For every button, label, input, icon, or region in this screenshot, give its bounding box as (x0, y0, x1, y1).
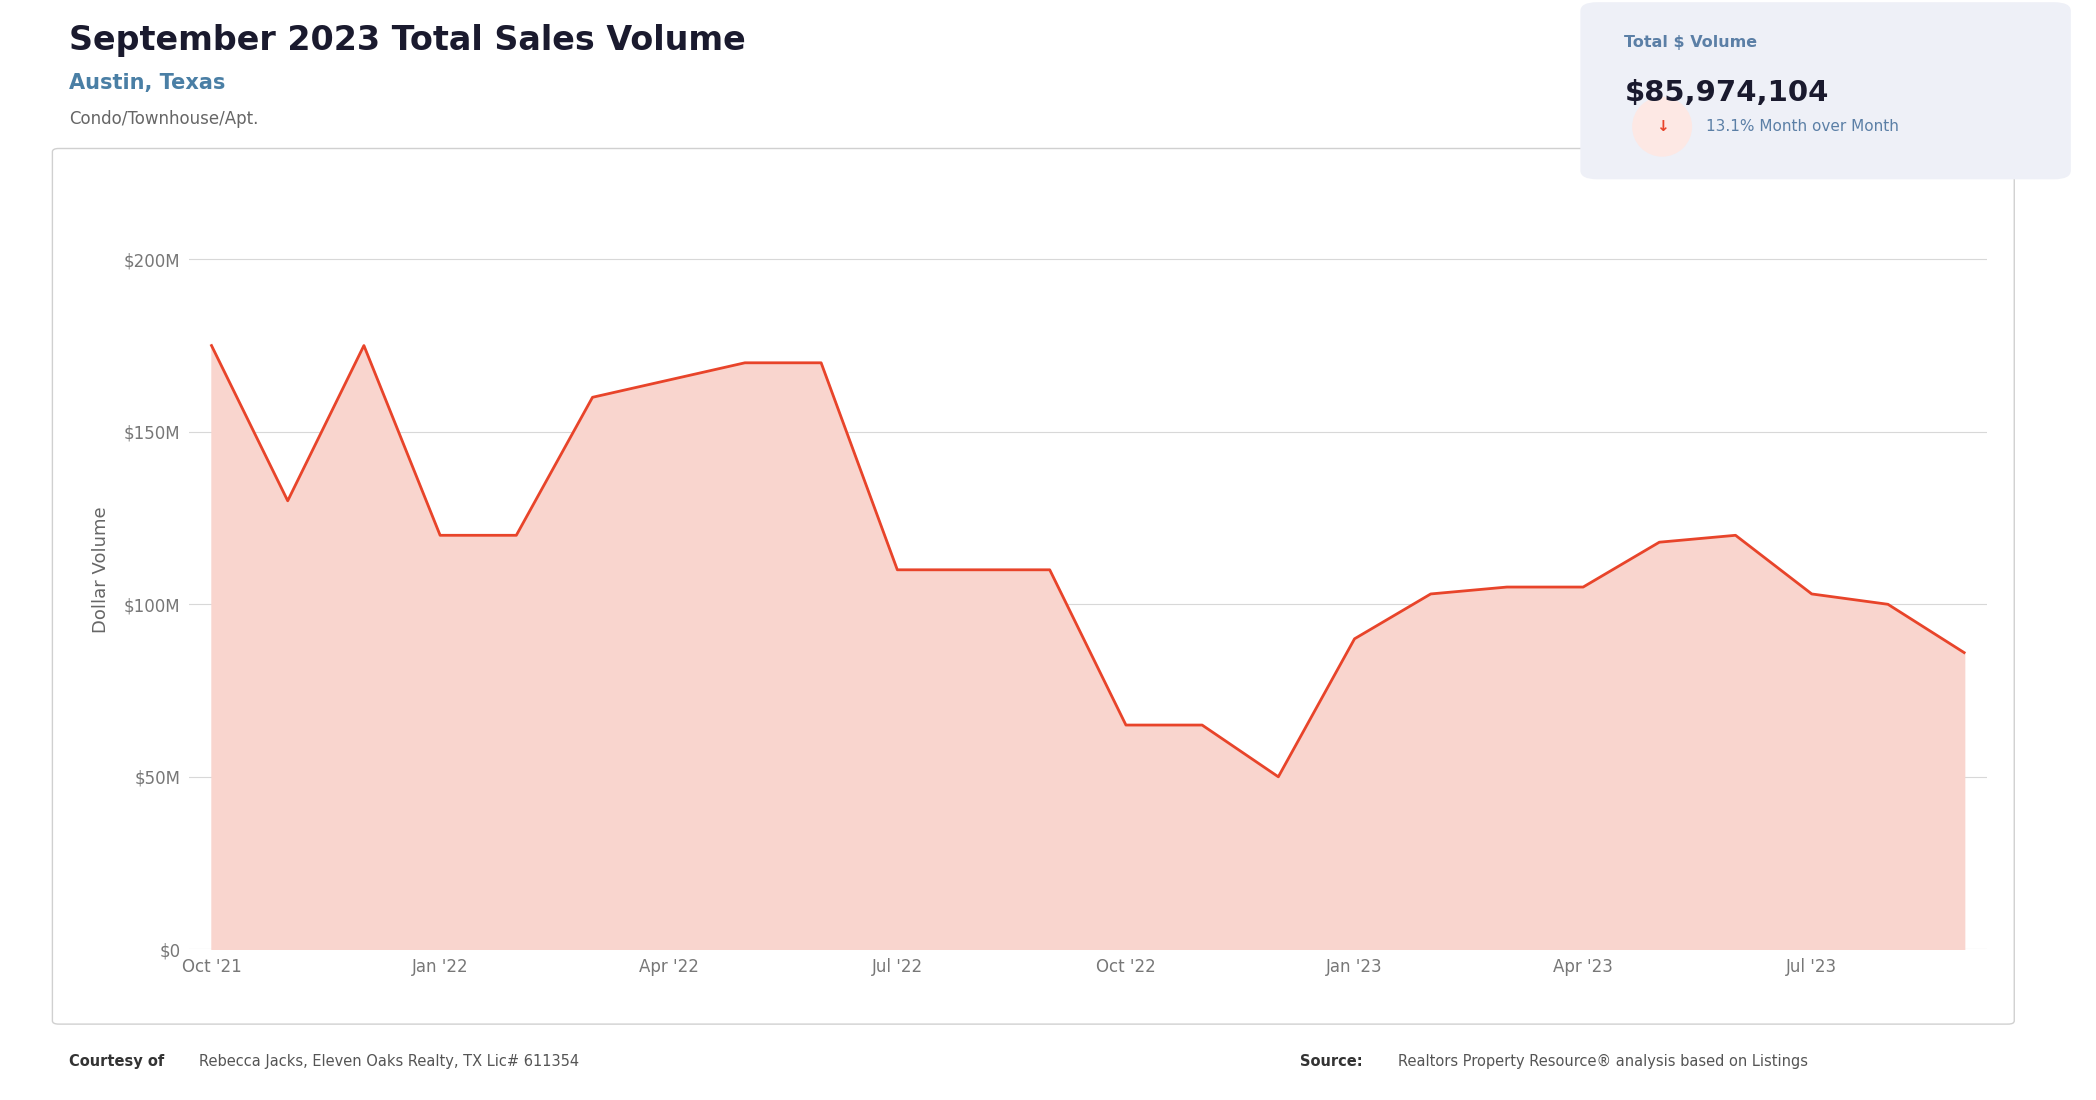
Text: Source:: Source: (1300, 1054, 1367, 1069)
Text: Total $ Volume: Total $ Volume (1624, 35, 1759, 51)
Text: Courtesy of: Courtesy of (69, 1054, 170, 1069)
Text: September 2023 Total Sales Volume: September 2023 Total Sales Volume (69, 24, 746, 57)
Text: $85,974,104: $85,974,104 (1624, 79, 1830, 107)
Y-axis label: Dollar Volume: Dollar Volume (92, 506, 109, 634)
Text: 13.1% Month over Month: 13.1% Month over Month (1706, 119, 1899, 134)
Text: Realtors Property Resource® analysis based on Listings: Realtors Property Resource® analysis bas… (1398, 1054, 1809, 1069)
Text: Austin, Texas: Austin, Texas (69, 73, 226, 92)
Text: ↓: ↓ (1656, 119, 1668, 134)
Text: Rebecca Jacks, Eleven Oaks Realty, TX Lic# 611354: Rebecca Jacks, Eleven Oaks Realty, TX Li… (199, 1054, 578, 1069)
Text: Condo/Townhouse/Apt.: Condo/Townhouse/Apt. (69, 110, 258, 128)
